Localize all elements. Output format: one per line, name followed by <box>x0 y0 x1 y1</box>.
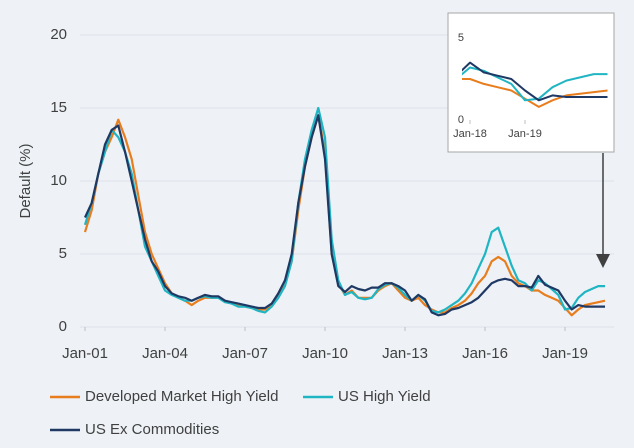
legend: Developed Market High Yield US High Yield… <box>50 388 431 438</box>
x-tick-label: Jan-07 <box>222 345 268 362</box>
y-tick-label: 10 <box>50 172 67 189</box>
x-tick-label: Jan-10 <box>302 345 348 362</box>
legend-label: US Ex Commodities <box>85 421 219 438</box>
plot: 0 5 10 15 20 Jan-01 Jan-04 Jan-07 Jan-10 Jan-13 Ja… <box>50 26 614 362</box>
y-tick-label: 0 <box>458 114 464 126</box>
x-tick-label: Jan-16 <box>462 345 508 362</box>
y-tick-label: 5 <box>458 32 464 44</box>
series-line <box>83 106 605 314</box>
legend-label: US High Yield <box>338 388 431 405</box>
arrow-head <box>596 254 610 268</box>
y-tick-label: 5 <box>59 245 67 262</box>
y-tick-label: 0 <box>59 318 67 335</box>
inset-plot: 0 5 Jan-18 Jan-19 <box>453 32 608 140</box>
x-tick-label: Jan-18 <box>453 128 487 140</box>
x-tick-label: Jan-19 <box>508 128 542 140</box>
y-axis-label: Default (%) <box>17 143 34 218</box>
series-line <box>84 114 605 317</box>
inset-frame <box>447 12 615 153</box>
x-tick-label: Jan-13 <box>382 345 428 362</box>
x-tick-label: Jan-01 <box>62 345 108 362</box>
y-tick-label: 20 <box>50 26 67 43</box>
legend-label: Developed Market High Yield <box>85 388 278 405</box>
y-tick-label: 15 <box>50 99 67 116</box>
x-tick-label: Jan-04 <box>142 345 188 362</box>
x-tick-label: Jan-19 <box>542 345 588 362</box>
